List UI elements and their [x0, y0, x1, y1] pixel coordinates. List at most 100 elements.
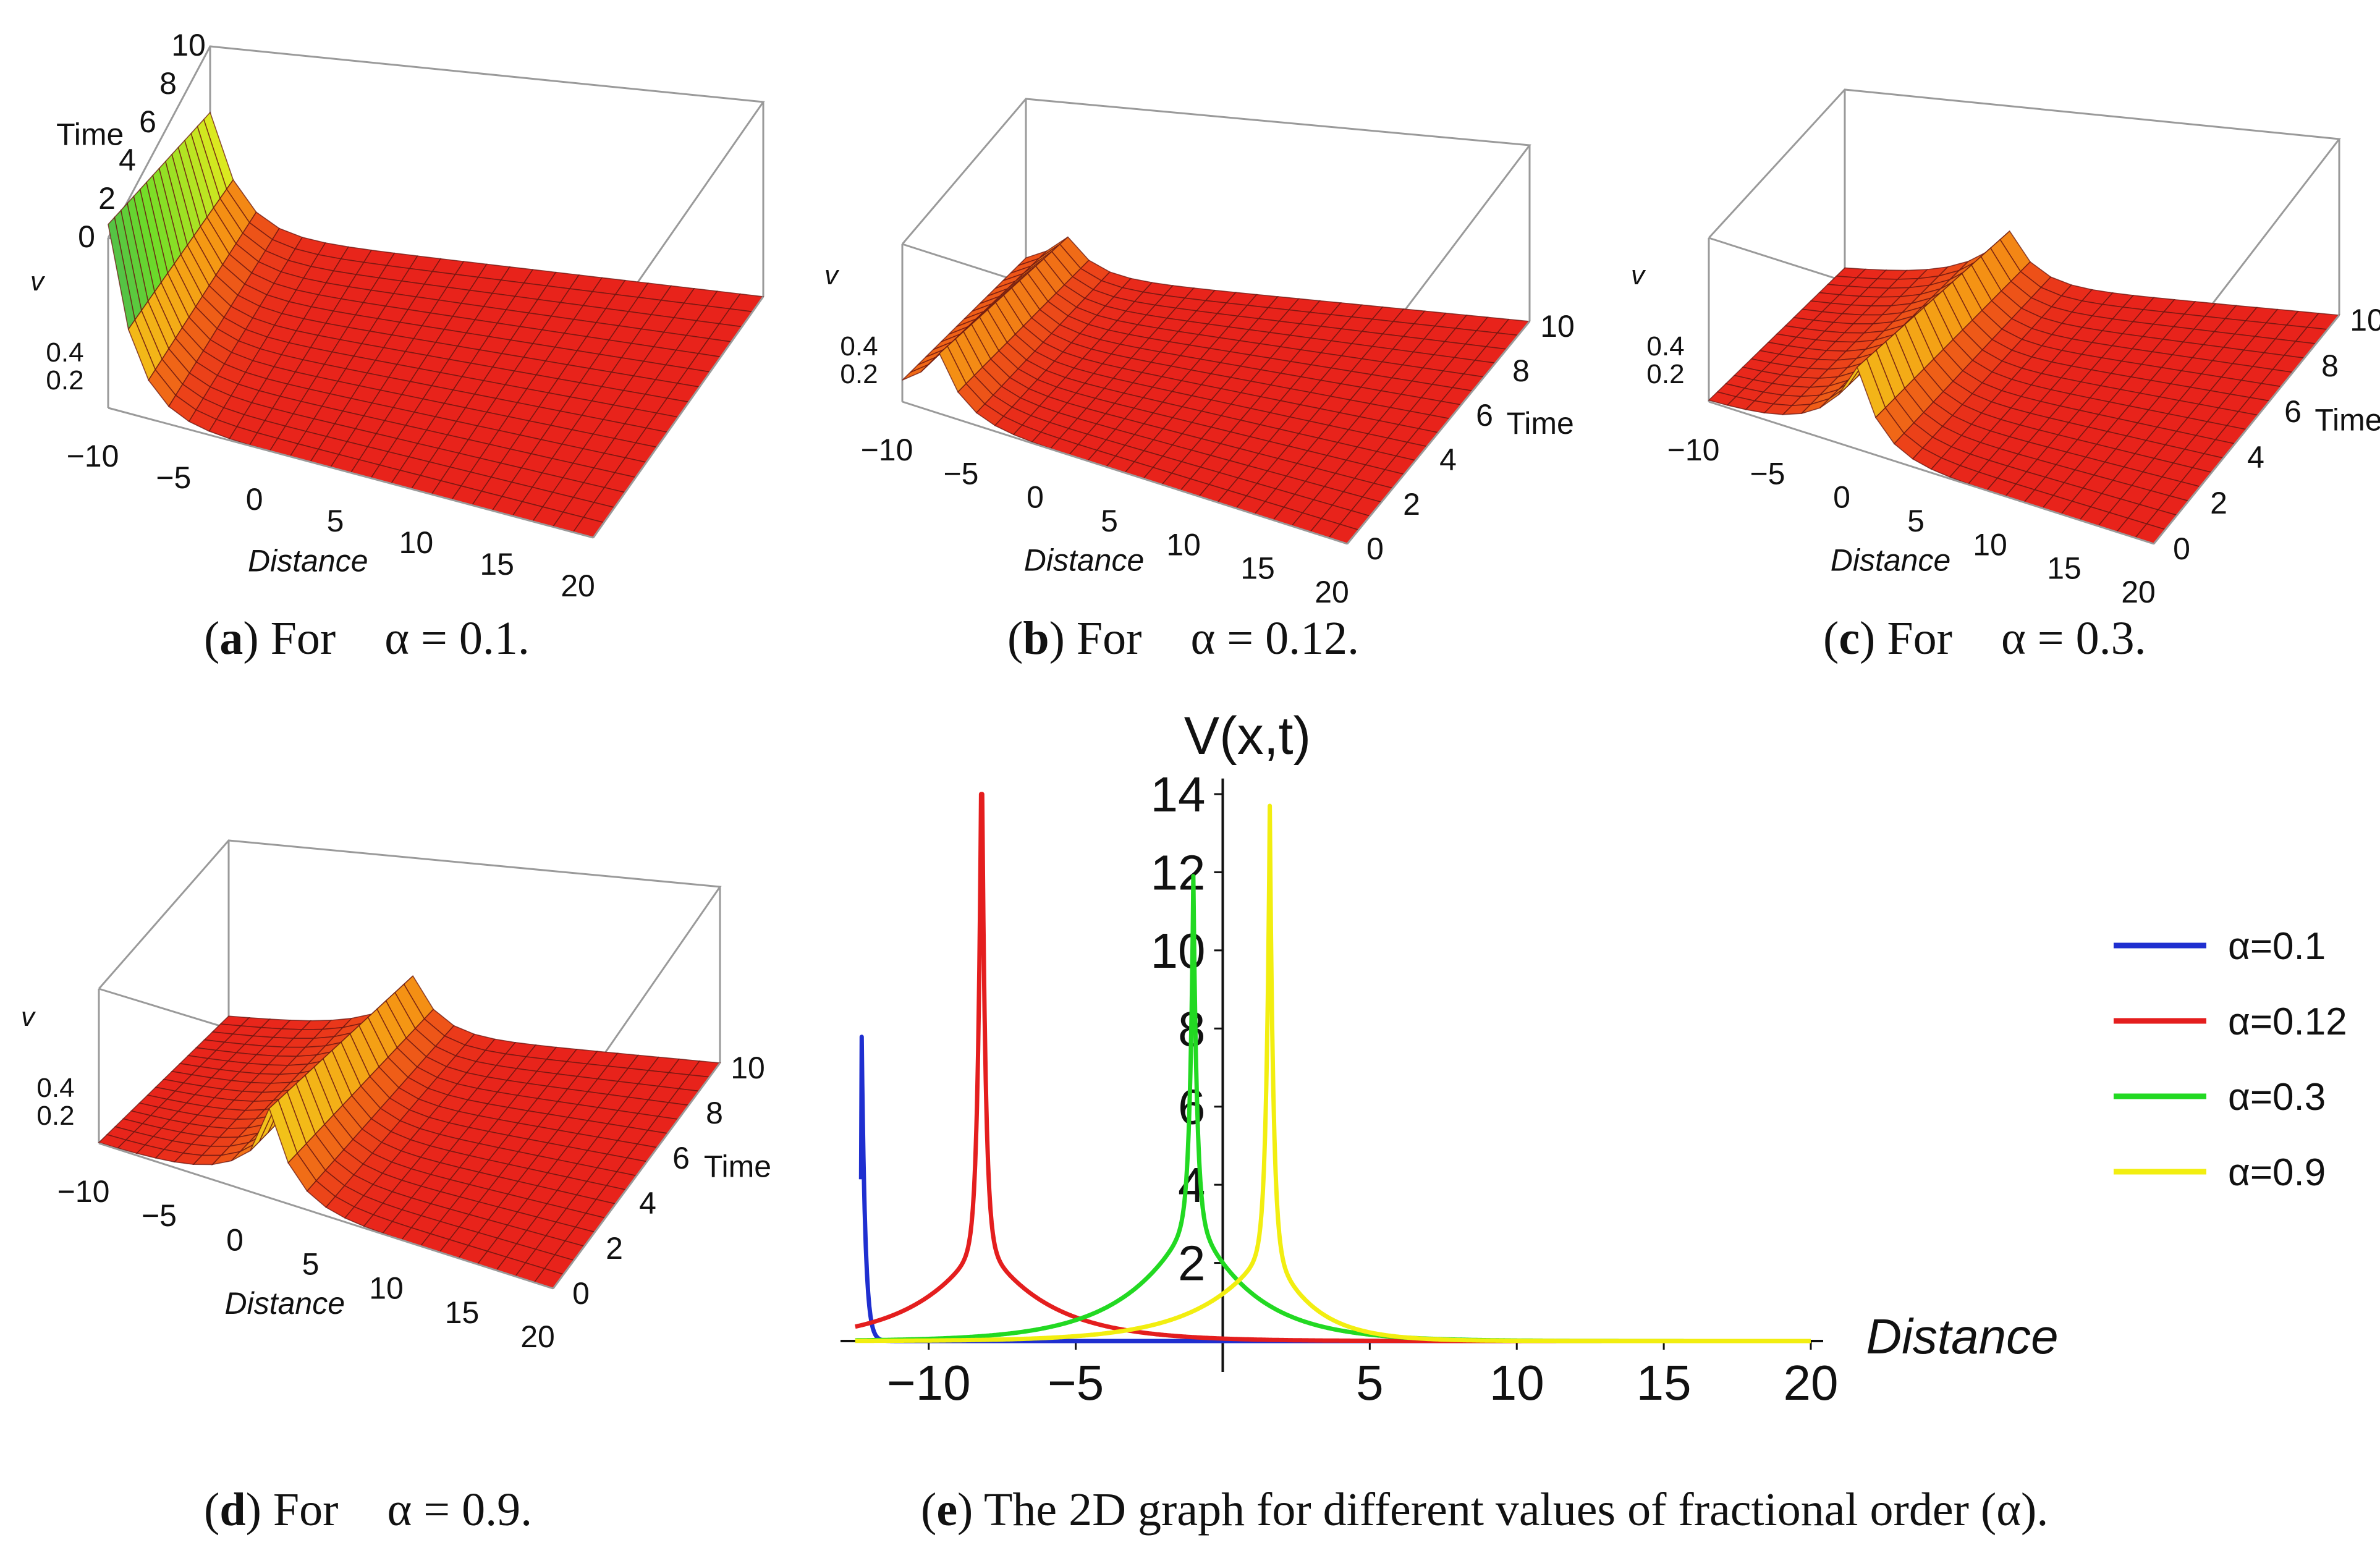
- caption-b-letter: b: [1023, 612, 1049, 664]
- caption-c-prefix: For: [1875, 612, 1964, 664]
- caption-d-letter: d: [219, 1484, 246, 1536]
- y-tick-label: 10: [1151, 923, 1206, 978]
- distance-tick-label: 10: [369, 1271, 404, 1306]
- time-tick-label: 2: [606, 1231, 623, 1266]
- distance-tick-label: 10: [1166, 527, 1201, 562]
- caption-a-value: α = 0.1.: [384, 612, 530, 664]
- axis-time-edge: [2153, 315, 2340, 544]
- distance-tick-label: 0: [226, 1222, 244, 1257]
- v-axis-label: v: [824, 260, 840, 290]
- series-line-blue: [858, 1035, 1813, 1344]
- x-tick-label: 5: [1356, 1355, 1384, 1410]
- v-axis-label: v: [1631, 260, 1646, 290]
- distance-tick-label: 0: [246, 482, 263, 517]
- distance-tick-label: 5: [302, 1247, 320, 1282]
- y-tick-label: 14: [1151, 767, 1206, 822]
- caption-b-value: α = 0.12.: [1190, 612, 1360, 664]
- caption-c: (c) For α = 0.3.: [1823, 612, 2146, 664]
- caption-b: (b) For α = 0.12.: [1007, 612, 1360, 664]
- distance-tick-label: −10: [57, 1174, 110, 1209]
- v-tick-label: 0.2: [840, 359, 878, 389]
- series-line-green: [853, 874, 1813, 1344]
- time-axis-label: Time: [2314, 403, 2380, 438]
- distance-tick-label: 20: [1315, 575, 1349, 609]
- caption-e-letter: e: [936, 1484, 958, 1536]
- v-tick-label: 0.4: [1646, 331, 1684, 362]
- legend-label: α=0.3: [2228, 1076, 2326, 1119]
- distance-tick-label: −5: [943, 456, 978, 491]
- time-tick-label: 0: [2173, 531, 2190, 566]
- axis-distance-edge: [902, 400, 1348, 545]
- distance-tick-label: 5: [1101, 504, 1118, 538]
- time-tick-label: 10: [171, 28, 206, 62]
- distance-tick-label: 15: [445, 1295, 480, 1330]
- distance-tick-label: −10: [1667, 433, 1720, 467]
- caption-a-prefix: For: [258, 612, 348, 664]
- distance-tick-label: 5: [1907, 504, 1925, 538]
- distance-tick-label: −10: [861, 433, 913, 467]
- distance-tick-label: −5: [142, 1198, 177, 1233]
- distance-tick-label: 15: [2047, 551, 2081, 586]
- time-tick-label: 0: [78, 219, 95, 254]
- surface-mesh: [108, 111, 764, 538]
- time-tick-label: 4: [119, 143, 136, 177]
- legend: α=0.1 α=0.12 α=0.3 α=0.9: [2114, 925, 2347, 1194]
- time-tick-label: 4: [2247, 440, 2264, 475]
- distance-tick-label: 20: [520, 1319, 555, 1354]
- distance-tick-label: −10: [67, 439, 119, 473]
- v-tick-label: 0.4: [840, 331, 878, 362]
- caption-e-value: (α).: [1980, 1484, 2049, 1536]
- y-tick-label: 12: [1151, 845, 1206, 900]
- caption-a: (a) For α = 0.1.: [204, 612, 530, 664]
- v-tick-label: 0.2: [46, 365, 83, 396]
- time-tick-label: 2: [2210, 486, 2227, 520]
- time-axis-label: Time: [704, 1149, 771, 1183]
- time-axis-label: Time: [56, 117, 124, 152]
- time-tick-label: 6: [139, 104, 156, 139]
- x-tick-label: 10: [1489, 1355, 1544, 1410]
- distance-tick-label: −5: [1750, 456, 1785, 491]
- time-axis-label: Time: [1507, 406, 1574, 441]
- distance-axis-label: Distance: [224, 1286, 345, 1321]
- time-tick-label: 4: [639, 1186, 656, 1221]
- distance-axis-label: Distance: [248, 544, 368, 578]
- caption-c-value: α = 0.3.: [2001, 612, 2146, 664]
- axis-distance-edge: [108, 407, 594, 539]
- surface-mesh: [902, 236, 1531, 544]
- axis-distance-edge: [98, 1142, 554, 1290]
- v-tick-label: 0.2: [36, 1101, 74, 1131]
- surface-mesh: [98, 975, 721, 1289]
- time-tick-label: 0: [572, 1276, 590, 1311]
- surface-mesh: [1708, 230, 2340, 544]
- distance-tick-label: 20: [2121, 575, 2156, 609]
- time-tick-label: 8: [1512, 353, 1530, 388]
- distance-tick-label: 5: [327, 504, 344, 538]
- series-line-yellow: [853, 803, 1813, 1344]
- x-tick-label: 20: [1784, 1355, 1839, 1410]
- distance-tick-label: 20: [561, 569, 595, 603]
- distance-tick-label: 0: [1027, 480, 1044, 515]
- time-tick-label: 0: [1366, 531, 1384, 566]
- caption-a-letter: a: [219, 612, 244, 664]
- caption-e: (e) The 2D graph for different values of…: [921, 1484, 2049, 1536]
- time-tick-label: 6: [2284, 394, 2302, 429]
- series-line-red: [853, 792, 1813, 1344]
- distance-axis-label: Distance: [1024, 543, 1145, 578]
- distance-tick-label: 10: [1973, 527, 2007, 562]
- v-tick-label: 0.2: [1646, 359, 1684, 389]
- time-tick-label: 10: [1540, 309, 1575, 344]
- time-tick-label: 8: [706, 1096, 723, 1130]
- axis-time-edge: [552, 1062, 721, 1289]
- v-tick-label: 0.4: [46, 337, 83, 368]
- time-tick-label: 2: [1403, 487, 1420, 522]
- x-tick-label: 15: [1637, 1355, 1692, 1410]
- time-tick-label: 6: [1476, 398, 1493, 433]
- time-tick-label: 8: [2321, 349, 2339, 383]
- caption-d: (d) For α = 0.9.: [204, 1484, 533, 1536]
- axis-time-edge: [1346, 321, 1531, 544]
- v-axis-label: v: [21, 1002, 36, 1032]
- caption-e-prefix: The 2D graph for different values of fra…: [973, 1484, 1981, 1536]
